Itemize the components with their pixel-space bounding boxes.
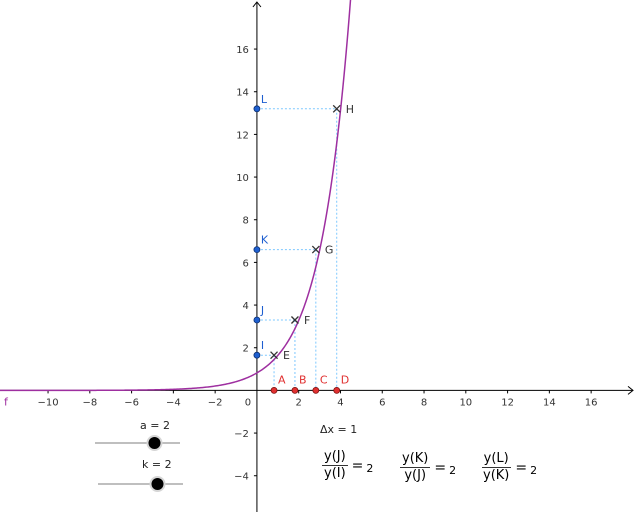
x-tick-label: 0	[245, 397, 251, 408]
point-label-c: C	[320, 373, 328, 386]
x-tick-label: −8	[82, 397, 97, 408]
y-tick-label: −2	[234, 429, 249, 440]
point-c[interactable]	[312, 386, 320, 394]
ratio-fraction: y(L) y(K)	[481, 451, 511, 484]
cross-mark-icon	[270, 351, 279, 360]
slider-knob[interactable]	[151, 478, 164, 490]
point-d[interactable]	[333, 386, 341, 394]
ratio-fraction: y(J) y(I)	[322, 449, 348, 482]
ratio-value: 2	[449, 464, 457, 477]
y-tick-label: 12	[236, 130, 249, 141]
x-tick-label: −10	[37, 397, 58, 408]
guide-lines	[256, 108, 338, 391]
point-label-k: K	[261, 234, 269, 247]
point-j[interactable]	[253, 316, 261, 324]
point-g[interactable]	[311, 245, 320, 254]
point-label-b: B	[299, 373, 307, 386]
x-tick-label: 12	[501, 397, 514, 408]
cross-mark-icon	[290, 316, 299, 324]
point-label-j: J	[260, 304, 264, 317]
x-tick-label: −4	[166, 397, 181, 408]
point-b[interactable]	[291, 386, 299, 394]
ratio-numerator: y(J)	[322, 449, 348, 466]
point-label-e: E	[283, 349, 290, 362]
ratio-numerator: y(L)	[481, 451, 511, 468]
point-label-l: L	[261, 93, 268, 106]
y-tick-label: 16	[236, 45, 249, 56]
function-label[interactable]: f	[4, 395, 9, 408]
point-i[interactable]	[253, 351, 261, 359]
point-label-d: D	[341, 373, 349, 386]
y-tick-label: 8	[243, 216, 249, 227]
x-tick-label: 2	[296, 397, 302, 408]
x-tick-label: 16	[585, 397, 598, 408]
y-tick-label: 10	[236, 173, 249, 184]
slider-a-caption: a = 2	[140, 419, 170, 432]
ratio-fraction: y(K) y(J)	[400, 451, 431, 484]
ratio-value: 2	[366, 462, 374, 475]
y-tick-label: 14	[236, 88, 249, 99]
axis-ticks: −10 −8 −6 −4 −2 0 2 4 6 8 10 12 14 16 16 14 12 10 8 6 4 2 −2 −4	[37, 45, 597, 483]
slider-k-caption: k = 2	[142, 458, 172, 471]
ratio-value: 2	[530, 464, 538, 477]
point-f[interactable]	[290, 316, 299, 324]
y-tick-label: 6	[243, 258, 249, 269]
ratio-equals: =	[515, 459, 528, 476]
slider-knob[interactable]	[148, 437, 161, 449]
point-e[interactable]	[270, 351, 279, 360]
ratio-denominator: y(I)	[324, 466, 346, 481]
slider-a[interactable]	[95, 435, 180, 451]
point-k[interactable]	[253, 246, 261, 254]
point-label-f: F	[304, 314, 310, 327]
ratio-numerator: y(K)	[400, 451, 431, 468]
x-tick-label: 14	[543, 397, 556, 408]
ratio-k-over-j: y(K) y(J) = 2	[400, 451, 456, 484]
ratio-denominator: y(K)	[483, 468, 510, 483]
point-label-h: H	[346, 103, 354, 116]
ratio-denominator: y(J)	[404, 468, 427, 483]
ratio-l-over-k: y(L) y(K) = 2	[481, 451, 537, 484]
x-tick-label: 10	[459, 397, 472, 408]
y-axis-arrow-icon	[252, 1, 262, 8]
x-axis-arrow-icon	[627, 386, 634, 395]
ratio-j-over-i: y(J) y(I) = 2	[322, 449, 373, 482]
x-tick-label: −6	[124, 397, 139, 408]
ratio-equals: =	[351, 457, 364, 474]
y-tick-label: −4	[234, 472, 249, 483]
ratio-equals: =	[434, 459, 447, 476]
slider-k[interactable]	[98, 476, 183, 492]
point-l[interactable]	[253, 105, 261, 113]
point-label-a: A	[278, 373, 286, 386]
point-label-i: I	[261, 339, 264, 352]
point-a[interactable]	[270, 386, 278, 394]
x-tick-label: 4	[337, 397, 343, 408]
y-tick-label: 2	[243, 344, 249, 355]
x-tick-label: 6	[379, 397, 385, 408]
point-h[interactable]	[332, 104, 341, 113]
y-tick-label: 4	[243, 301, 249, 312]
cross-mark-icon	[332, 104, 341, 113]
points-layer: A B C D I J K L E F G H	[253, 93, 354, 394]
point-label-g: G	[325, 244, 334, 257]
x-tick-label: 8	[421, 397, 427, 408]
x-tick-label: −2	[208, 397, 223, 408]
cross-mark-icon	[311, 245, 320, 254]
function-curve[interactable]	[0, 0, 352, 392]
delta-x-text: Δx = 1	[320, 423, 358, 436]
